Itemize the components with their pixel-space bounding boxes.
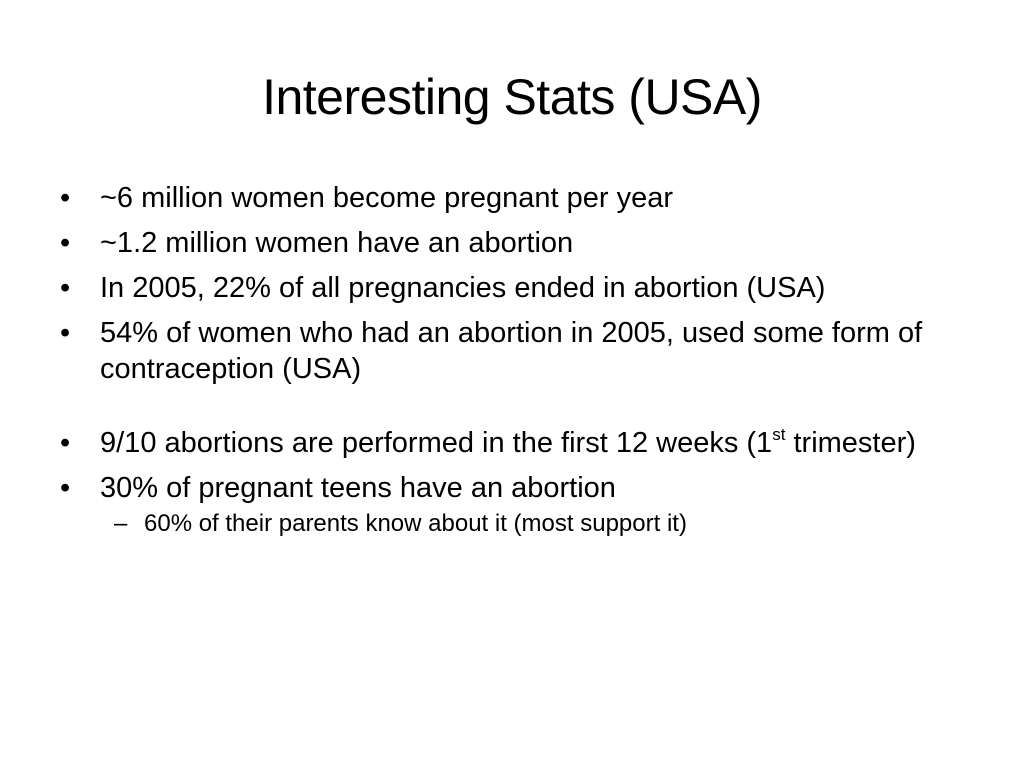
bullet-list: • ~6 million women become pregnant per y… <box>56 180 976 540</box>
bullet-item: • 9/10 abortions are performed in the fi… <box>56 425 976 461</box>
bullet-item: • ~6 million women become pregnant per y… <box>56 180 976 216</box>
bullet-text: ~1.2 million women have an abortion <box>100 227 574 259</box>
bullet-text-before-superscript: 9/10 abortions are performed in the firs… <box>100 427 773 459</box>
sub-bullet-text: 60% of their parents know about it (most… <box>144 510 687 537</box>
bullet-text: ~6 million women become pregnant per yea… <box>100 182 674 214</box>
bullet-marker: • <box>60 427 71 459</box>
sub-bullet-item: – 60% of their parents know about it (mo… <box>56 508 976 540</box>
slide-title: Interesting Stats (USA) <box>262 69 762 125</box>
bullet-marker: • <box>60 227 71 259</box>
ordinal-superscript: st <box>772 425 786 444</box>
bullet-item: • 54% of women who had an abortion in 20… <box>56 315 976 387</box>
bullet-marker: • <box>60 472 71 504</box>
bullet-text-after-superscript: trimester) <box>785 427 916 459</box>
bullet-text: 54% of women who had an abortion in 2005… <box>100 317 923 385</box>
bullet-item: • ~1.2 million women have an abortion <box>56 225 976 261</box>
bullet-text: In 2005, 22% of all pregnancies ended in… <box>100 272 826 304</box>
sub-bullet-marker: – <box>114 510 128 537</box>
bullet-item: • 30% of pregnant teens have an abortion <box>56 470 976 506</box>
bullet-marker: • <box>60 317 71 349</box>
bullet-item: • In 2005, 22% of all pregnancies ended … <box>56 270 976 306</box>
bullet-marker: • <box>60 272 71 304</box>
bullet-text: 30% of pregnant teens have an abortion <box>100 472 616 504</box>
bullet-marker: • <box>60 182 71 214</box>
